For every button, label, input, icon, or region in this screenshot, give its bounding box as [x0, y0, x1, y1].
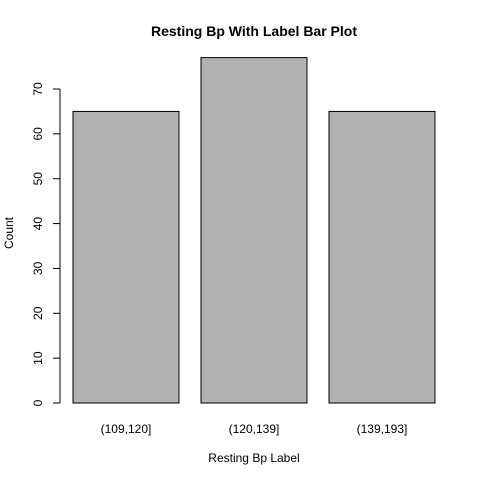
y-tick-label: 20 [31, 306, 45, 320]
y-tick-label: 70 [31, 82, 45, 96]
x-tick-label: (109,120] [101, 422, 152, 436]
y-tick-label: 30 [31, 261, 45, 275]
x-tick-label: (139,193] [357, 422, 408, 436]
y-tick-label: 0 [31, 399, 45, 406]
y-tick-label: 40 [31, 217, 45, 231]
bar-1 [72, 110, 180, 404]
y-axis-title: Count [2, 216, 16, 249]
y-tick-label: 10 [31, 351, 45, 365]
x-tick-label: (120,139] [229, 422, 280, 436]
x-axis-labels: (109,120] (120,139] (139,193] [101, 422, 408, 436]
y-tick-label: 50 [31, 172, 45, 186]
bar-2 [200, 57, 308, 404]
chart-title: Resting Bp With Label Bar Plot [151, 23, 357, 39]
y-tick-label: 60 [31, 127, 45, 141]
y-axis: 0 10 20 30 40 50 60 70 [31, 82, 61, 406]
x-axis-title: Resting Bp Label [208, 451, 299, 465]
bar-3 [328, 110, 436, 404]
bars-group [72, 57, 436, 404]
